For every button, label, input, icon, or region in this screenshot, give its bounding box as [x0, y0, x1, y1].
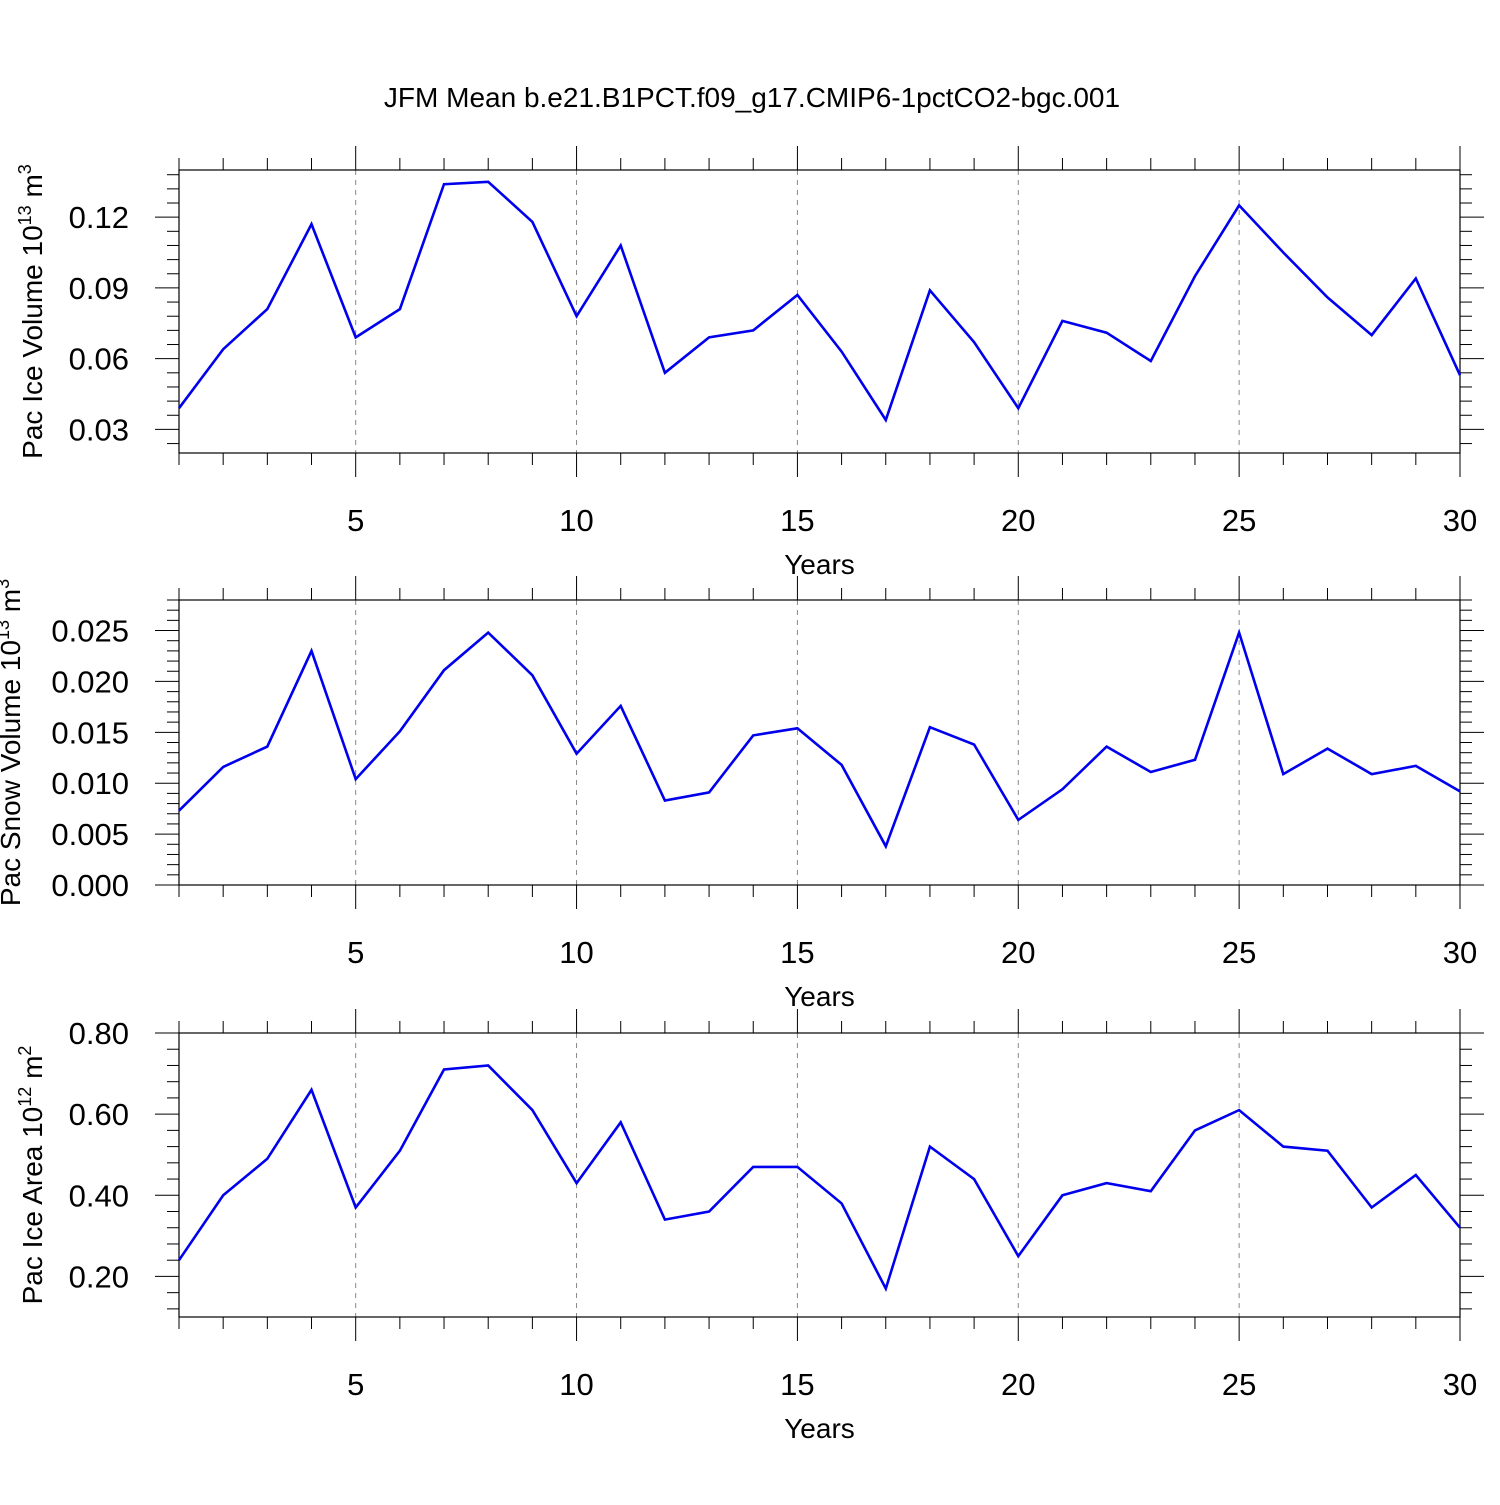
y-tick-label: 0.000 — [51, 868, 129, 903]
x-tick-label: 5 — [347, 1367, 364, 1402]
x-tick-label: 5 — [347, 935, 364, 970]
y-tick-label: 0.025 — [51, 614, 129, 649]
plot-frame — [178, 169, 1461, 454]
series-line-1 — [177, 180, 1462, 423]
chart-title: JFM Mean b.e21.B1PCT.f09_g17.CMIP6-1pctC… — [384, 82, 1120, 113]
x-tick-label: 25 — [1222, 1367, 1256, 1402]
x-tick-label: 10 — [559, 503, 593, 538]
chart-panel-3: 0.20 0.40 0.60 0.80 5 10 15 20 25 30 Years Pac Ice … — [15, 1009, 1484, 1444]
y-tick-label: 0.20 — [69, 1259, 129, 1294]
x-tick-label: 5 — [347, 503, 364, 538]
plot-frame — [178, 1032, 1461, 1318]
x-tick-label: 30 — [1443, 1367, 1477, 1402]
series-line-2 — [178, 628, 1461, 850]
x-tick-label: 20 — [1001, 935, 1035, 970]
y-tick-label: 0.020 — [51, 664, 129, 699]
y-tick-label: 0.40 — [69, 1178, 129, 1213]
y-tick-label: 0.03 — [69, 412, 129, 447]
y-tick-label: 0.06 — [69, 342, 129, 377]
x-tick-label: 30 — [1443, 935, 1477, 970]
plot-frame — [178, 599, 1461, 886]
x-tick-label: 25 — [1222, 503, 1256, 538]
y-tick-label: 0.005 — [51, 817, 129, 852]
x-tick-label: 20 — [1001, 503, 1035, 538]
x-tick-label: 15 — [780, 935, 814, 970]
x-tick-label: 15 — [780, 503, 814, 538]
chart-panel-2: 0.000 0.005 0.010 0.015 0.020 0.025 5 10 15 20 25 3… — [0, 576, 1484, 1012]
x-tick-label: 10 — [559, 1367, 593, 1402]
x-axis-label: Years — [784, 1413, 855, 1444]
x-tick-label: 25 — [1222, 935, 1256, 970]
y-tick-label: 0.80 — [69, 1016, 129, 1051]
x-tick-label: 30 — [1443, 503, 1477, 538]
y-tick-label: 0.12 — [69, 200, 129, 235]
y-tick-label: 0.09 — [69, 271, 129, 306]
y-tick-label: 0.010 — [51, 766, 129, 801]
y-axis-label: Pac Ice Volume 1013 m3 — [15, 164, 48, 459]
y-tick-label: 0.015 — [51, 715, 129, 750]
x-tick-label: 15 — [780, 1367, 814, 1402]
x-tick-label: 20 — [1001, 1367, 1035, 1402]
x-tick-label: 10 — [559, 935, 593, 970]
chart-panels: 0.03 0.06 0.09 0.12 5 10 15 20 25 30 Years Pac Ice … — [0, 146, 1484, 1444]
series-line-3 — [177, 1064, 1461, 1293]
x-axis-label: Years — [784, 981, 855, 1012]
y-tick-label: 0.60 — [69, 1097, 129, 1132]
chart-panel-1: 0.03 0.06 0.09 0.12 5 10 15 20 25 30 Years Pac Ice … — [15, 146, 1484, 580]
x-axis-label: Years — [784, 549, 855, 580]
y-axis-label: Pac Snow Volume 1013 m3 — [0, 579, 26, 906]
y-axis-label: Pac Ice Area 1012 m2 — [15, 1046, 48, 1305]
